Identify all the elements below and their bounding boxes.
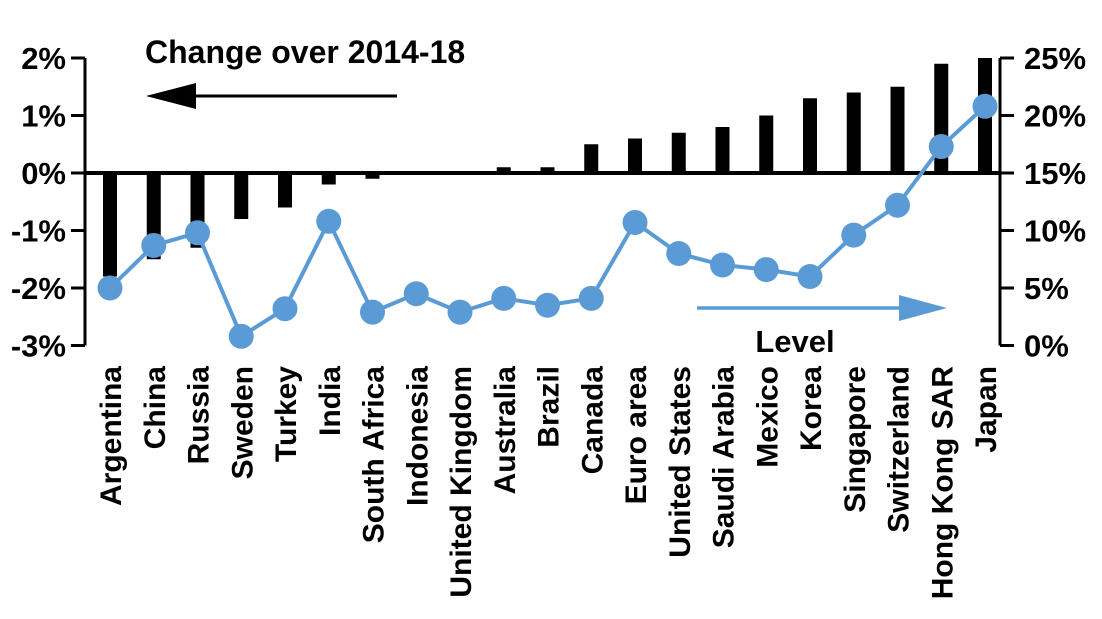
right-axis-tick-label: 10% xyxy=(1024,214,1086,249)
level-marker-singapore xyxy=(841,222,867,248)
level-marker-japan xyxy=(972,93,998,119)
x-axis-label-hong-kong-sar: Hong Kong SAR xyxy=(926,366,959,600)
level-marker-canada xyxy=(578,285,604,311)
bar-brazil xyxy=(540,167,555,173)
level-marker-brazil xyxy=(535,292,560,318)
level-marker-turkey xyxy=(272,296,298,322)
bar-euro-area xyxy=(628,138,642,173)
bar-canada xyxy=(584,144,599,173)
bar-saudi-arabia xyxy=(715,127,730,173)
level-marker-united-kingdom xyxy=(447,299,473,325)
level-marker-saudi-arabia xyxy=(710,252,735,278)
x-axis-label-mexico: Mexico xyxy=(751,366,784,468)
right-axis-tick-label: 0% xyxy=(1024,329,1069,364)
x-axis-label-australia: Australia xyxy=(489,366,522,495)
level-marker-switzerland xyxy=(885,192,910,218)
x-axis-label-japan: Japan xyxy=(970,366,1003,453)
right-arrow-icon xyxy=(899,295,947,321)
x-axis-label-south-africa: South Africa xyxy=(358,366,391,544)
level-marker-united-states xyxy=(666,241,692,266)
x-axis-label-argentina: Argentina xyxy=(95,366,128,506)
left-axis-tick-label: -3% xyxy=(11,329,66,364)
right-axis-tick-label: 25% xyxy=(1024,41,1086,76)
level-marker-india xyxy=(316,208,342,234)
x-axis-label-united-states: United States xyxy=(664,366,697,558)
x-axis-label-saudi-arabia: Saudi Arabia xyxy=(708,366,741,549)
bar-united-states xyxy=(671,132,686,173)
bar-india xyxy=(321,173,336,185)
x-axis-label-russia: Russia xyxy=(183,366,216,465)
x-axis-label-euro-area: Euro area xyxy=(620,366,653,505)
level-marker-south-africa xyxy=(360,299,385,325)
right-axis-tick-label: 5% xyxy=(1024,271,1069,306)
x-axis-label-canada: Canada xyxy=(576,366,609,475)
level-marker-china xyxy=(141,232,167,258)
left-axis-tick-label: 1% xyxy=(21,99,66,134)
level-marker-sweden xyxy=(228,323,254,349)
x-axis-label-united-kingdom: United Kingdom xyxy=(445,366,478,598)
left-axis-tick-label: -2% xyxy=(11,271,66,306)
bar-south-africa xyxy=(365,173,380,179)
level-marker-argentina xyxy=(97,275,123,301)
bar-argentina xyxy=(103,173,117,277)
right-axis-tick-label: 15% xyxy=(1024,156,1086,191)
level-marker-indonesia xyxy=(403,281,429,307)
left-axis-tick-label: 2% xyxy=(21,41,66,76)
bar-korea xyxy=(803,98,817,173)
x-axis-label-china: China xyxy=(139,366,172,450)
level-marker-mexico xyxy=(753,257,779,283)
left-axis-tick-label: -1% xyxy=(11,214,66,249)
bar-australia xyxy=(496,167,511,173)
x-axis-label-sweden: Sweden xyxy=(226,366,259,479)
x-axis-label-korea: Korea xyxy=(795,366,828,451)
x-axis-label-indonesia: Indonesia xyxy=(401,366,434,506)
level-marker-hong-kong-sar xyxy=(928,134,954,160)
x-axis-label-brazil: Brazil xyxy=(533,366,566,448)
bar-mexico xyxy=(759,115,774,173)
bar-switzerland xyxy=(890,86,905,173)
left-arrow-icon xyxy=(146,83,196,109)
bar-turkey xyxy=(278,173,292,208)
level-marker-russia xyxy=(185,220,210,246)
x-axis-label-india: India xyxy=(314,366,347,436)
level-marker-euro-area xyxy=(622,209,648,235)
bar-singapore xyxy=(846,92,861,173)
x-axis-label-switzerland: Switzerland xyxy=(883,366,916,533)
level-marker-korea xyxy=(797,264,823,289)
bar-series-label: Change over 2014-18 xyxy=(145,34,465,70)
level-marker-australia xyxy=(491,285,517,311)
right-axis-tick-label: 20% xyxy=(1024,99,1086,134)
x-axis-label-singapore: Singapore xyxy=(839,366,872,513)
bar-sweden xyxy=(234,173,249,219)
line-series-label: Level xyxy=(755,324,834,359)
left-axis-tick-label: 0% xyxy=(21,156,66,191)
x-axis-label-turkey: Turkey xyxy=(270,366,303,462)
